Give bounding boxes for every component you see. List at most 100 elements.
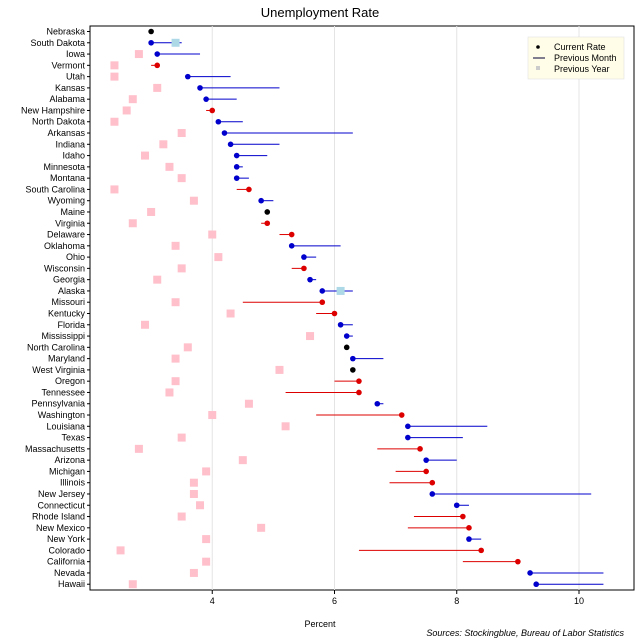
previous-year-marker [134,444,143,453]
x-tick-label: 4 [210,596,215,606]
previous-year-marker [196,501,205,510]
source-note: Sources: Stockingblue, Bureau of Labor S… [426,628,624,638]
state-label: Montana [50,173,85,183]
state-label: Idaho [62,151,85,161]
current-rate-point [307,276,313,283]
current-rate-point [350,367,356,373]
state-label: Kansas [55,83,86,93]
previous-year-marker [110,117,119,126]
state-label: Rhode Island [32,512,85,522]
state-label: Arkansas [47,128,85,138]
legend-previous-year-label: Previous Year [554,64,610,74]
previous-year-marker [171,377,180,386]
current-rate-point [423,468,429,475]
current-rate-point [264,220,271,227]
state-label: Vermont [51,60,85,70]
previous-year-marker [141,151,150,160]
previous-year-marker [189,489,198,498]
state-label: New Hampshire [21,105,85,115]
previous-year-marker [208,230,217,239]
state-label: Tennessee [41,387,85,397]
state-label: Alaska [58,286,85,296]
state-label: Maryland [48,354,85,364]
state-label: Nevada [54,568,85,578]
current-rate-point [417,446,423,452]
state-label: Wyoming [48,196,85,206]
current-rate-point [264,209,271,215]
current-rate-point [221,130,228,136]
plot-frame [89,25,635,591]
current-rate-point [356,378,362,384]
current-rate-points [148,28,540,588]
current-rate-point [288,231,295,238]
x-tick-label: 10 [574,596,584,606]
state-label: New Mexico [36,523,85,533]
state-label: Louisiana [46,421,85,431]
state-label: Florida [57,320,85,330]
state-label: Mississippi [41,331,85,341]
current-rate-point [258,197,264,204]
legend-current-label: Current Rate [554,42,606,52]
current-rate-point [466,525,472,531]
previous-year-marker [275,365,284,374]
state-label: South Dakota [30,38,85,48]
state-label: Iowa [66,49,85,59]
current-rate-point [209,107,216,114]
state-label: Oregon [55,376,85,386]
current-rate-point [331,310,338,317]
previous-year-marker [110,72,119,81]
previous-year-marker [171,298,180,307]
previous-year-marker [202,467,211,476]
state-label: Maine [60,207,85,217]
state-label: Ohio [66,252,85,262]
state-label: Indiana [55,139,85,149]
previous-year-marker [214,253,223,262]
state-label: Georgia [53,275,85,285]
state-label: North Carolina [27,342,85,352]
state-label: West Virginia [32,365,85,375]
state-label: Washington [38,410,85,420]
current-rate-point [429,479,436,486]
current-rate-point [203,96,209,102]
previous-year-marker [189,478,198,487]
current-rate-point [184,73,191,80]
state-label: Wisconsin [44,263,85,273]
state-label: North Dakota [32,117,85,127]
state-label: Oklahoma [44,241,85,251]
current-rate-point [197,85,203,91]
state-label: New York [47,534,86,544]
current-rate-point [405,434,411,441]
state-label: Utah [66,72,85,82]
current-rate-point [215,118,222,125]
state-label: Michigan [49,466,85,476]
state-label: Massachusetts [25,444,86,454]
previous-year-marker [159,140,168,149]
current-rate-point [233,152,240,159]
current-rate-point [343,344,350,351]
state-label: Hawaii [58,579,85,589]
state-label: Virginia [55,218,85,228]
x-axis-ticks: 4 6 8 10 [210,590,584,606]
current-rate-point [515,558,521,565]
current-rate-point [350,355,356,362]
previous-year-marker [336,286,345,295]
current-rate-point [398,412,405,418]
previous-year-marker [153,83,162,92]
state-label: California [47,557,85,567]
previous-year-marker [281,422,290,431]
previous-year-marker [226,309,235,318]
x-tick-label: 6 [332,596,337,606]
previous-year-marker [183,343,192,352]
current-rate-point [319,299,326,306]
state-label: New Jersey [38,489,86,499]
current-rate-point [429,491,436,497]
previous-year-marker [122,106,131,115]
previous-year-marker [189,568,198,577]
current-rate-point [233,164,240,170]
current-rate-point [227,141,234,148]
previous-year-marker [202,535,211,544]
previous-year-markers [110,38,345,589]
previous-year-marker [116,546,125,555]
